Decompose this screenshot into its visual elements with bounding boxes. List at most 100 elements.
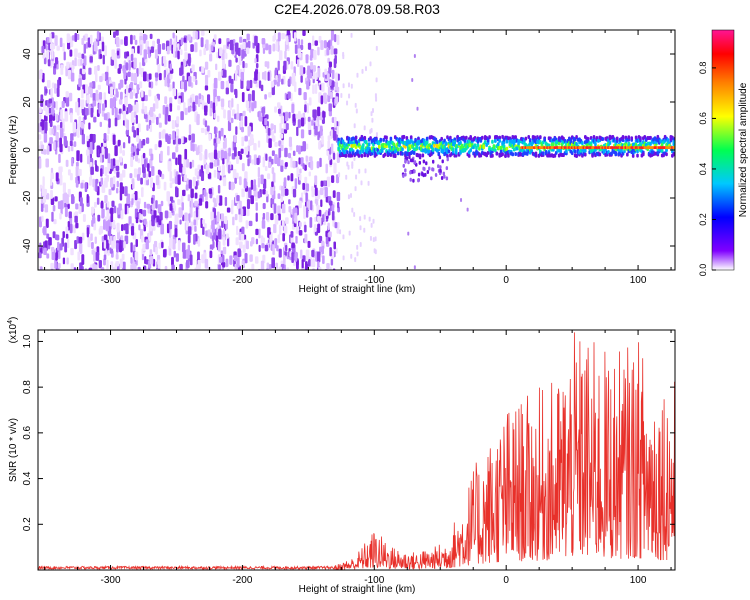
heatmap-cell [116, 36, 120, 48]
heatmap-cell [250, 179, 254, 190]
heatmap-cell [229, 255, 233, 265]
heatmap-cell [335, 96, 339, 104]
heatmap-cell [148, 73, 152, 80]
heatmap-cell [299, 168, 302, 174]
x-tick-label: -100 [364, 275, 384, 286]
x-tick-label: -100 [364, 575, 384, 586]
heatmap-cell [317, 223, 321, 234]
heatmap-cell [238, 54, 242, 66]
heatmap-cell [272, 172, 276, 184]
y-tick-label: 0.2 [22, 517, 33, 531]
heatmap-cell [136, 174, 141, 181]
heatmap-cell [125, 62, 129, 71]
heatmap-cell [57, 262, 61, 269]
heatmap-cell [92, 134, 96, 144]
heatmap-cell [133, 88, 136, 97]
heatmap-cell [38, 114, 42, 122]
heatmap-cell [494, 148, 497, 153]
heatmap-cell [75, 222, 79, 229]
heatmap-cell [294, 178, 298, 190]
heatmap-cell [306, 199, 310, 210]
heatmap-cell [317, 251, 321, 263]
heatmap-cell [325, 163, 328, 174]
heatmap-cell [369, 136, 372, 141]
heatmap-cell [234, 146, 237, 157]
heatmap-cell [380, 148, 384, 153]
heatmap-cell [494, 138, 497, 143]
heatmap-cell [93, 116, 97, 123]
heatmap-cell [163, 181, 167, 191]
heatmap-cell [301, 258, 304, 269]
heatmap-cell [66, 61, 70, 69]
heatmap-cell [111, 220, 116, 229]
heatmap-cell [56, 124, 61, 131]
heatmap-cell [342, 83, 345, 89]
heatmap-cell [107, 250, 110, 256]
heatmap-cell [194, 168, 198, 176]
heatmap-cell [425, 136, 429, 141]
heatmap-cell [135, 239, 138, 248]
heatmap-cell [360, 180, 363, 186]
heatmap-cell [254, 57, 257, 64]
heatmap-cell [184, 174, 187, 182]
heatmap-cell [308, 258, 311, 267]
heatmap-cell [116, 180, 119, 188]
heatmap-cell [149, 107, 154, 117]
heatmap-cell [149, 158, 153, 168]
heatmap-cell [235, 90, 238, 99]
heatmap-cell [443, 145, 446, 150]
heatmap-cell [123, 68, 127, 80]
heatmap-cell [185, 158, 190, 168]
heatmap-cell [160, 223, 165, 235]
heatmap-cell [184, 40, 188, 52]
heatmap-cell [262, 188, 266, 195]
heatmap-cell [151, 166, 155, 177]
heatmap-cell [62, 182, 67, 194]
heatmap-cell [139, 81, 143, 89]
heatmap-cell [54, 35, 58, 46]
heatmap-cell [74, 215, 78, 223]
y-tick-label: 0.8 [22, 380, 33, 394]
heatmap-cell [317, 67, 321, 78]
heatmap-cell [283, 255, 286, 265]
heatmap-cell [153, 114, 157, 120]
heatmap-cell [236, 203, 240, 210]
heatmap-cell [129, 105, 133, 112]
heatmap-cell [281, 219, 285, 227]
heatmap-cell [130, 53, 134, 62]
heatmap-cell [194, 267, 198, 270]
heatmap-cell [81, 53, 85, 59]
heatmap-cell [372, 218, 375, 224]
heatmap-cell [290, 157, 293, 168]
heatmap-cell [229, 39, 234, 51]
heatmap-cell [215, 98, 218, 107]
heatmap-cell [260, 174, 264, 185]
x-tick-label: -200 [232, 575, 252, 586]
heatmap-cell [191, 159, 195, 168]
heatmap-cell [369, 61, 372, 67]
heatmap-cell [320, 199, 323, 208]
heatmap-cell [376, 147, 380, 152]
heatmap-cell [402, 134, 406, 139]
heatmap-cell [247, 158, 250, 167]
heatmap-cell [357, 153, 361, 158]
heatmap-cell [372, 237, 375, 243]
heatmap-cell [245, 100, 250, 108]
heatmap-cell [389, 136, 393, 141]
heatmap-cell [169, 182, 173, 189]
heatmap-cell [296, 166, 299, 178]
heatmap-cell [44, 121, 48, 132]
heatmap-cell [285, 39, 289, 45]
heatmap-cell [222, 69, 227, 78]
heatmap-cell [219, 47, 223, 57]
heatmap-cell [126, 51, 130, 57]
heatmap-cell [65, 194, 69, 205]
heatmap-cell [284, 161, 288, 168]
heatmap-cell [175, 157, 178, 166]
heatmap-cell [223, 109, 226, 119]
heatmap-cell [672, 152, 675, 157]
heatmap-cell [111, 107, 115, 116]
snr-y-label: SNR (10 * v/v) [8, 418, 19, 482]
heatmap-cell [469, 148, 472, 153]
heatmap-cell [48, 98, 53, 104]
